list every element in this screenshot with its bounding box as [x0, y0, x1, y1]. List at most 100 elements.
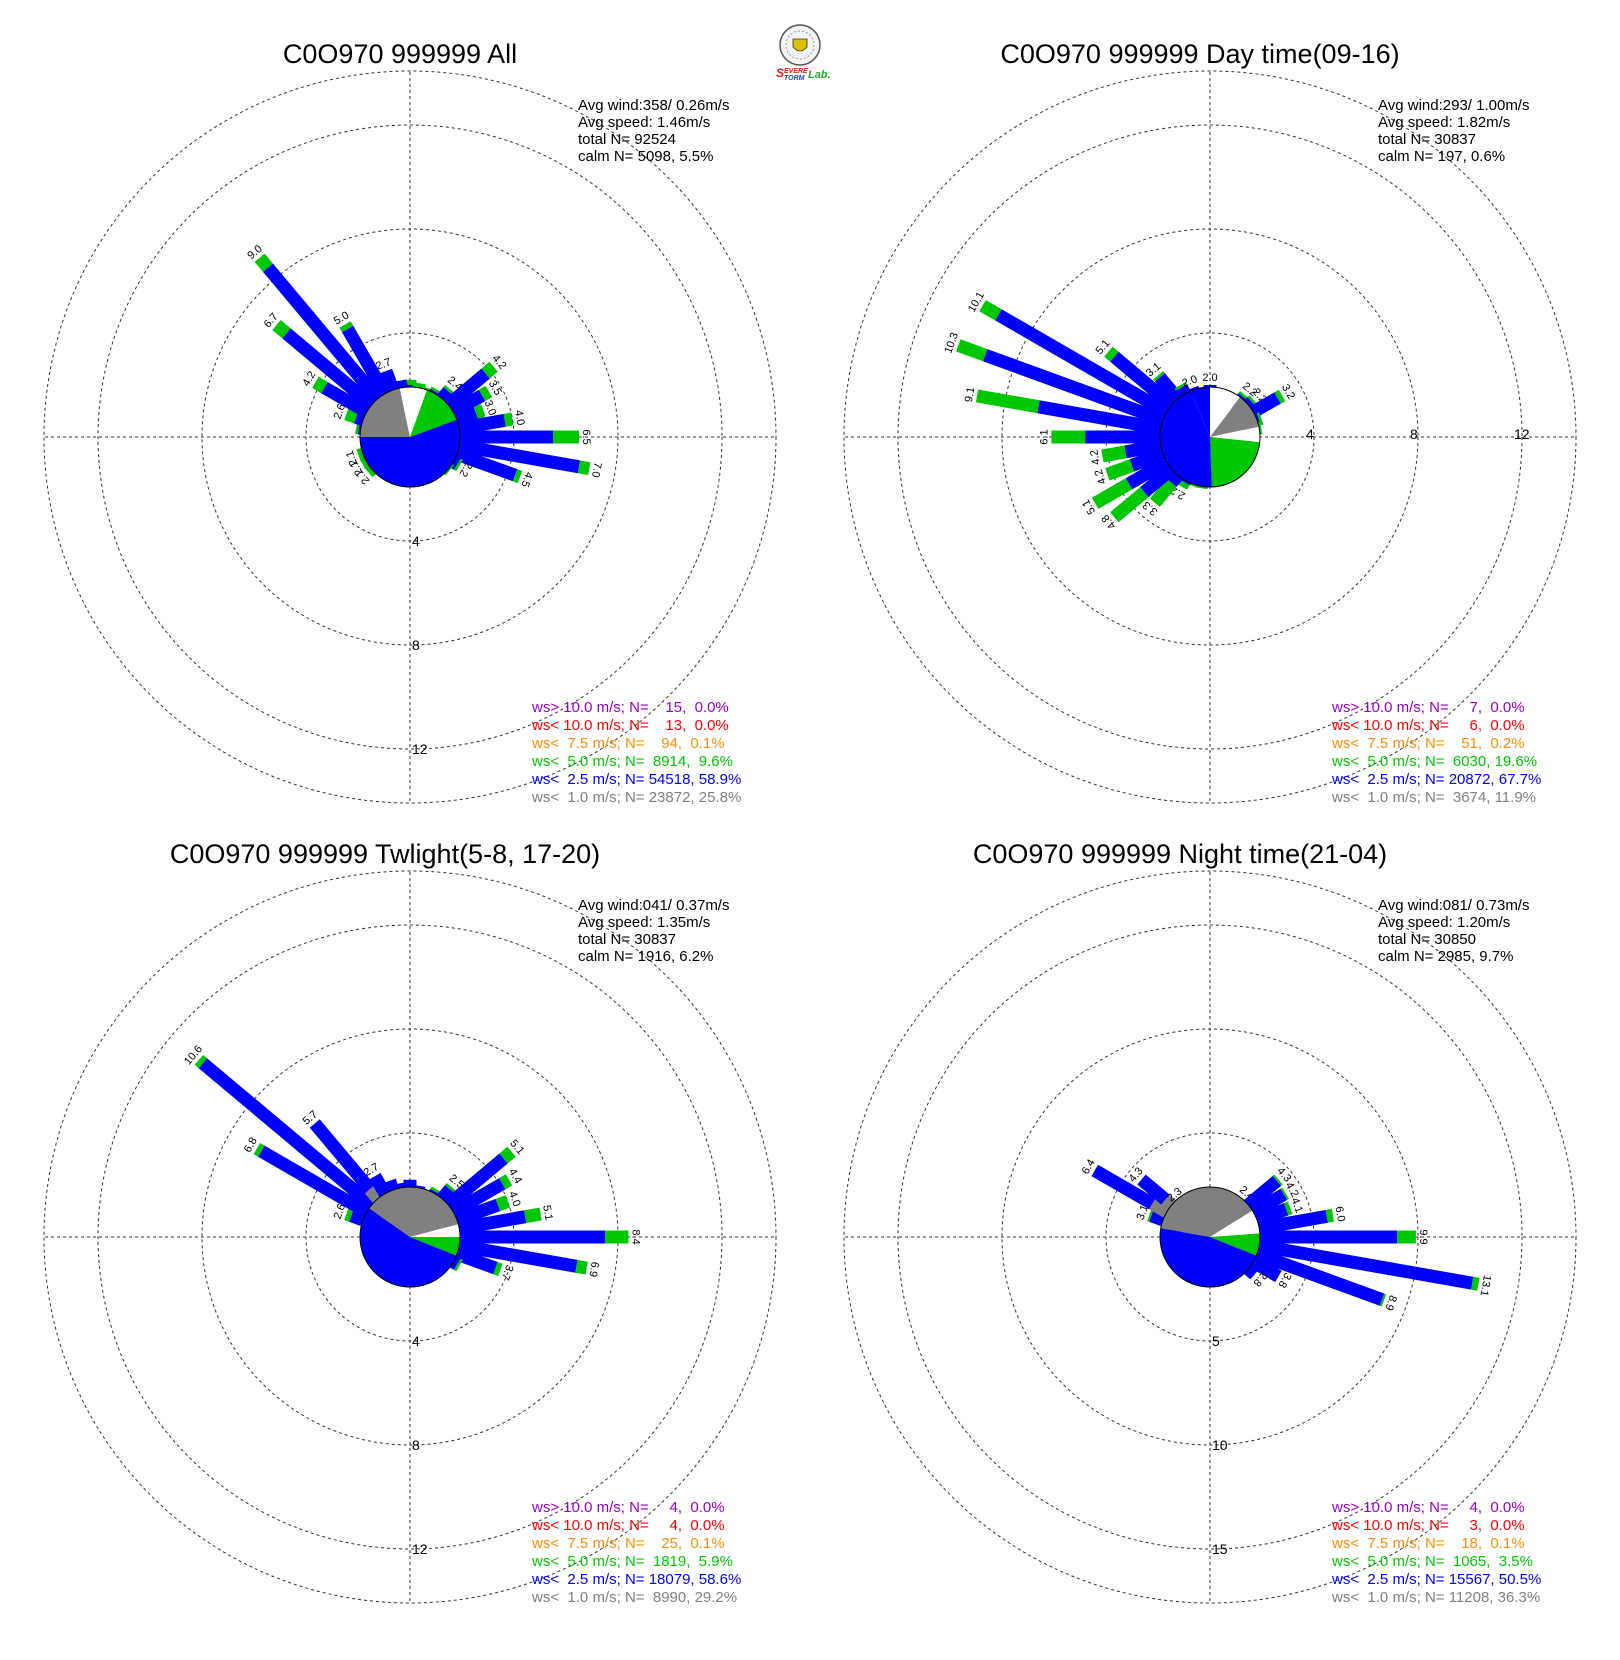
wind-bar-segment	[1274, 389, 1286, 404]
wind-bar-segment	[312, 376, 328, 394]
wind-bar-segment	[1280, 1187, 1289, 1200]
wind-bar-segment	[1471, 1276, 1480, 1291]
outer-ring	[43, 870, 777, 1604]
wind-bar-segment	[512, 469, 523, 484]
wind-bar-segment	[1174, 382, 1187, 391]
legend-entry: ws< 10.0 m/s; N= 3, 0.0%	[1331, 1517, 1525, 1534]
wind-bar-segment	[1137, 1174, 1170, 1205]
calm-pie-slice	[1160, 1228, 1257, 1287]
wind-bar-segment	[445, 1183, 457, 1194]
stats-line: total N= 30837	[1378, 131, 1476, 148]
stats-line: calm N= 5098, 5.5%	[578, 148, 714, 165]
legend-entry: ws> 10.0 m/s; N= 7, 0.0%	[1331, 699, 1525, 716]
bar-value-label: 4.2	[1088, 449, 1102, 466]
legend-entry: ws< 7.5 m/s; N= 18, 0.1%	[1331, 1535, 1525, 1552]
bar-value-label: 6.0	[1333, 1206, 1347, 1223]
bar-value-label: 4.2	[1093, 467, 1110, 485]
stats-line: Avg wind:081/ 0.73m/s	[1378, 897, 1529, 914]
legend-entry: ws< 1.0 m/s; N= 8990, 29.2%	[531, 1589, 737, 1606]
wind-bar-segment	[263, 263, 389, 410]
calm-pie-slice	[1160, 1187, 1210, 1237]
svg-text:EVERE: EVERE	[784, 68, 808, 75]
wind-bar-segment	[1379, 1293, 1387, 1307]
ring-label: 8	[412, 637, 420, 653]
calm-pie-slice	[410, 1237, 461, 1256]
ring-label: 12	[412, 741, 428, 757]
legend-entry: ws< 10.0 m/s; N= 13, 0.0%	[531, 717, 729, 734]
wind-bar-segment	[309, 1119, 375, 1194]
svg-text:S: S	[776, 66, 784, 80]
ring-label: 8	[1410, 426, 1418, 442]
wind-bar-segment	[454, 1258, 463, 1272]
wind-bar-segment	[503, 412, 514, 427]
stats-line: total N= 92524	[578, 131, 676, 148]
legend-entry: ws< 1.0 m/s; N= 23872, 25.8%	[531, 789, 741, 806]
wind-bar-segment	[956, 339, 988, 362]
stats-line: Avg speed: 1.82m/s	[1378, 114, 1510, 131]
wind-bar-segment	[975, 389, 1040, 414]
calm-pie-slice	[410, 386, 428, 437]
stats-line: Avg wind:358/ 0.26m/s	[578, 97, 729, 114]
bar-value-label: 2.6	[332, 1202, 349, 1220]
wind-bar-segment	[446, 430, 553, 444]
wind-bar-segment	[495, 1195, 510, 1212]
wind-bar-segment	[339, 321, 354, 333]
bar-value-label: 2.6	[332, 402, 349, 420]
calm-pie-slice	[360, 388, 410, 437]
range-ring	[97, 124, 723, 750]
stats-line: Avg speed: 1.20m/s	[1378, 914, 1510, 931]
calm-pie-slice	[1190, 387, 1210, 437]
wind-rose-panel-1: C0O970 999999 All48122.44.23.53.04.06.57…	[43, 39, 777, 806]
legend-entry: ws> 10.0 m/s; N= 4, 0.0%	[1331, 1499, 1525, 1516]
bar-value-label: 4.1	[1288, 1196, 1305, 1214]
bar-value-label: 3.7	[499, 1263, 516, 1281]
wind-bar-segment	[444, 436, 581, 474]
wind-rose-panel-4: C0O970 999999 Night time(21-04)510152.44…	[843, 839, 1577, 1606]
svg-text:Lab.: Lab.	[808, 69, 831, 81]
stats-line: total N= 30837	[578, 931, 676, 948]
wind-bar-segment	[577, 460, 591, 475]
bar-value-label: 7.0	[589, 461, 603, 478]
stats-line: Avg wind:041/ 0.37m/s	[578, 897, 729, 914]
legend-entry: ws< 7.5 m/s; N= 51, 0.2%	[1331, 735, 1525, 752]
stats-line: calm N= 197, 0.6%	[1378, 148, 1505, 165]
wind-bar-segment	[439, 442, 518, 482]
ring-label: 15	[1212, 1541, 1228, 1557]
bar-value-label: 2.0	[1181, 373, 1199, 390]
bar-value-label: 6.5	[580, 429, 592, 444]
calm-pie-slice	[410, 1187, 459, 1237]
legend-entry: ws> 10.0 m/s; N= 15, 0.0%	[531, 699, 729, 716]
wind-bar-segment	[454, 458, 463, 472]
ring-label: 4	[412, 1333, 420, 1349]
ring-label: 4	[1306, 426, 1314, 442]
ring-label: 12	[1514, 426, 1530, 442]
wind-bar-segment	[1153, 371, 1165, 382]
wind-bar-segment	[1104, 346, 1119, 362]
wind-bar-segment	[272, 320, 291, 339]
bar-value-label: 2.7	[374, 356, 392, 373]
legend-entry: ws< 2.5 m/s; N= 18079, 58.6%	[531, 1571, 741, 1588]
panel-title: C0O970 999999 Night time(21-04)	[973, 839, 1387, 869]
wind-bar-segment	[282, 328, 377, 411]
bar-value-label: 9.1	[963, 386, 977, 403]
wind-bar-segment	[481, 361, 498, 379]
wind-bar-segment	[493, 1262, 503, 1276]
pie-outline	[359, 386, 461, 488]
bar-value-label: 3.0	[482, 399, 499, 417]
pie-outline	[1159, 1186, 1261, 1288]
wind-bar-segment	[344, 1207, 354, 1222]
svg-text:TORM: TORM	[784, 75, 805, 82]
wind-bar-segment	[435, 1153, 508, 1217]
wind-bar-segment	[995, 309, 1178, 422]
calm-pie-slice	[1160, 391, 1212, 488]
bar-value-label: 6.9	[586, 1261, 600, 1278]
stats-line: Avg speed: 1.35m/s	[578, 914, 710, 931]
legend-entry: ws< 2.5 m/s; N= 20872, 67.7%	[1331, 771, 1541, 788]
wind-bar-segment	[605, 1230, 629, 1244]
outer-ring	[843, 870, 1577, 1604]
legend-entry: ws< 5.0 m/s; N= 8914, 9.6%	[531, 753, 733, 770]
panel-title: C0O970 999999 All	[283, 39, 517, 69]
wind-rose-panel-2: C0O970 999999 Day time(09-16)4 8 122.02.22…	[843, 39, 1577, 806]
legend-entry: ws< 5.0 m/s; N= 6030, 19.6%	[1331, 753, 1537, 770]
bar-value-label: 8.4	[629, 1229, 641, 1244]
